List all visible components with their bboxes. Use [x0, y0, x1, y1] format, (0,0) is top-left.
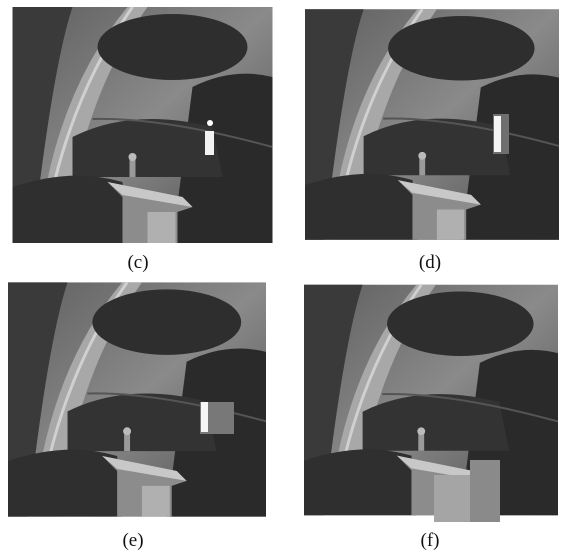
caption: (e) [122, 530, 143, 551]
panel-c: (c) [13, 7, 273, 273]
caption: (c) [127, 252, 148, 273]
caption: (f) [421, 530, 440, 551]
panel-f: (f) [304, 285, 558, 551]
panel-e: (e) [8, 282, 266, 551]
caption: (d) [419, 252, 441, 273]
figure: (c) (d) (e) (f) [0, 0, 563, 555]
panel-d: (d) [305, 9, 559, 273]
